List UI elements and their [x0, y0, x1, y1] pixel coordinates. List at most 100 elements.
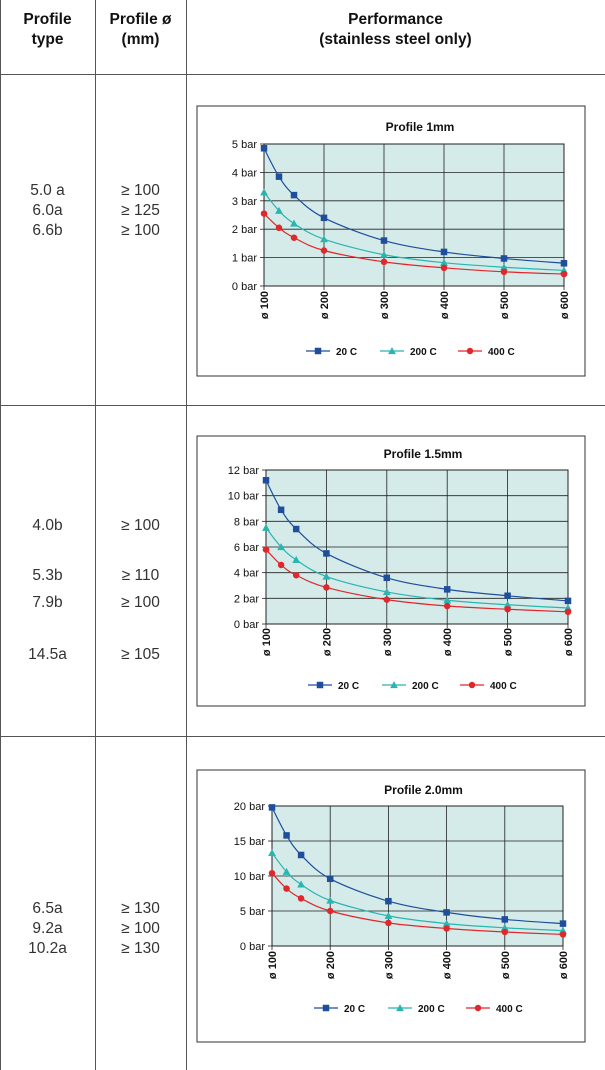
y-tick-label: 12 bar: [228, 465, 260, 477]
legend-label: 20 C: [336, 347, 357, 358]
x-tick-label: ø 300: [383, 951, 395, 979]
diameter-value: ≥ 100: [121, 920, 160, 937]
legend-item: 200 C: [382, 681, 439, 692]
data-point: [560, 270, 568, 278]
y-tick-label: 0 bar: [240, 941, 265, 953]
data-point: [290, 234, 298, 241]
profile-type-value: 6.5a: [32, 900, 63, 917]
data-point: [275, 173, 283, 180]
data-point: [326, 907, 334, 915]
data-point: [292, 525, 300, 533]
header-profile-type: Profile type: [0, 10, 95, 50]
series-20-c: [268, 804, 567, 927]
series-400-c: [268, 869, 567, 938]
profile-type-value: 7.9b: [32, 594, 63, 611]
data-point: [320, 214, 328, 222]
data-point: [443, 596, 452, 604]
x-tick-label: ø 300: [379, 291, 391, 319]
plot-area: [263, 143, 565, 287]
data-point: [383, 596, 391, 603]
data-point: [504, 605, 511, 613]
profile-type-value: 14.5a: [28, 646, 67, 663]
table-border-left: [0, 0, 1, 1070]
data-point: [283, 832, 290, 839]
data-point: [443, 925, 450, 932]
x-tick-label: ø 100: [267, 951, 279, 979]
data-point: [559, 931, 567, 938]
y-tick-label: 10 bar: [234, 871, 266, 883]
x-tick-label: ø 200: [319, 291, 331, 319]
diameter-value: ≥ 105: [121, 646, 160, 663]
data-point: [504, 592, 511, 600]
profile-type-value: 9.2a: [32, 920, 63, 937]
header-divider: [0, 74, 605, 75]
data-point: [564, 597, 572, 605]
profile-diameter-cell: ≥ 130 ≥ 100 ≥ 130: [95, 899, 186, 959]
data-point: [500, 255, 508, 262]
legend-item: 400 C: [458, 347, 515, 358]
data-point: [384, 912, 393, 920]
data-point: [380, 237, 388, 244]
data-point: [290, 219, 298, 227]
header-line: type: [31, 31, 64, 48]
x-tick-label: ø 500: [499, 291, 511, 319]
data-point: [500, 923, 509, 931]
header-performance: Performance (stainless steel only): [186, 10, 605, 50]
x-tick-label: ø 300: [382, 628, 394, 656]
data-point: [262, 477, 270, 484]
data-point: [277, 561, 285, 569]
legend-label: 400 C: [490, 681, 517, 692]
y-tick-label: 4 bar: [232, 167, 257, 179]
diameter-value: ≥ 125: [121, 202, 160, 219]
data-point: [260, 188, 268, 196]
x-tick-label: ø 400: [442, 628, 454, 656]
diameter-value: ≥ 100: [121, 222, 160, 239]
series-400-c: [260, 210, 568, 278]
data-point: [277, 506, 285, 514]
y-tick-label: 4 bar: [234, 568, 259, 580]
profile-type-value: 6.6b: [32, 222, 63, 239]
data-point: [292, 555, 301, 563]
profile-type-cell: 6.5a 9.2a 10.2a: [0, 899, 95, 959]
data-point: [268, 849, 276, 857]
y-tick-label: 1 bar: [232, 253, 257, 265]
profile-type-value: 5.0 a: [30, 182, 65, 199]
header-line: Profile: [23, 11, 72, 28]
diameter-value: ≥ 130: [121, 900, 160, 917]
legend-item: 400 C: [466, 1004, 523, 1015]
data-point: [560, 260, 568, 267]
series-20-c: [260, 145, 568, 267]
data-point: [559, 920, 567, 927]
legend-item: 20 C: [308, 681, 359, 692]
data-point: [320, 247, 328, 254]
data-point: [283, 885, 290, 892]
data-point: [501, 928, 509, 936]
data-point: [262, 523, 270, 531]
data-point: [322, 1004, 330, 1012]
y-tick-label: 0 bar: [232, 281, 257, 293]
profile-diameter-cell: ≥ 100 ≥ 125 ≥ 100: [95, 181, 186, 241]
legend-label: 20 C: [338, 681, 359, 692]
series-20-c: [262, 477, 572, 605]
data-point: [388, 347, 396, 355]
row-divider: [0, 405, 605, 406]
chart-title: Profile 1.5mm: [384, 447, 463, 461]
x-tick-label: ø 600: [558, 951, 570, 979]
legend-label: 400 C: [488, 347, 515, 358]
data-point: [442, 919, 451, 927]
diameter-value: ≥ 110: [121, 567, 160, 584]
y-tick-label: 10 bar: [228, 491, 260, 503]
data-point: [443, 586, 451, 593]
diameter-value: ≥ 100: [121, 594, 160, 611]
column-divider: [95, 0, 96, 1070]
data-point: [297, 851, 305, 859]
legend-item: 400 C: [460, 681, 517, 692]
y-tick-label: 2 bar: [232, 224, 257, 236]
x-tick-label: ø 200: [325, 951, 337, 979]
series-200-c: [262, 523, 572, 612]
data-point: [297, 895, 305, 902]
data-point: [323, 550, 330, 557]
diameter-value: ≥ 100: [121, 517, 160, 534]
legend-label: 200 C: [418, 1004, 445, 1015]
